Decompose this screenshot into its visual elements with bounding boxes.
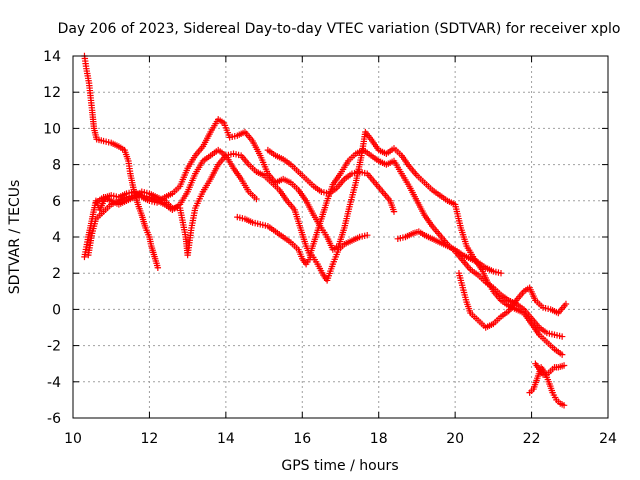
y-tick-label: 8 [52, 158, 61, 174]
x-tick-label: 22 [523, 431, 541, 447]
y-tick-label: -4 [47, 375, 61, 391]
data-point [253, 195, 260, 203]
y-tick-label: 0 [52, 302, 61, 318]
data-point [560, 362, 568, 369]
data-point [364, 231, 371, 239]
series-track-1 [81, 52, 162, 271]
x-tick-label: 18 [370, 431, 388, 447]
series-track-8 [455, 270, 570, 331]
x-tick-label: 24 [599, 431, 617, 447]
y-tick-label: 2 [52, 266, 61, 282]
y-tick-label: 6 [52, 194, 61, 210]
y-tick-label: -6 [47, 411, 61, 427]
series-track-9 [526, 364, 568, 409]
x-axis-title: GPS time / hours [281, 458, 398, 474]
data-point [562, 300, 570, 308]
y-axis-title: SDTVAR / TECUs [7, 180, 23, 295]
x-tick-label: 12 [141, 431, 159, 447]
data-point [390, 208, 398, 215]
y-tick-label: 10 [43, 121, 61, 137]
series-track-5 [234, 213, 371, 284]
y-tick-label: -2 [47, 339, 61, 355]
y-tick-label: 12 [43, 85, 61, 101]
x-tick-label: 16 [293, 431, 311, 447]
series-track-6 [264, 146, 398, 215]
data-point [558, 351, 566, 358]
data-point [560, 402, 568, 409]
series-track-4 [92, 146, 566, 340]
x-tick-label: 20 [446, 431, 464, 447]
series-track-10 [532, 360, 568, 378]
plot-frame [72, 55, 609, 419]
data-point [154, 264, 162, 271]
data-points [81, 52, 570, 409]
x-tick-label: 14 [217, 431, 235, 447]
data-point [558, 333, 566, 340]
x-tick-label: 10 [64, 431, 82, 447]
chart-title: Day 206 of 2023, Sidereal Day-to-day VTE… [58, 21, 621, 37]
series-track-7 [394, 228, 505, 277]
data-point [497, 270, 505, 277]
y-tick-label: 4 [52, 230, 61, 246]
grid-lines [73, 56, 608, 418]
y-tick-label: 14 [43, 49, 61, 65]
